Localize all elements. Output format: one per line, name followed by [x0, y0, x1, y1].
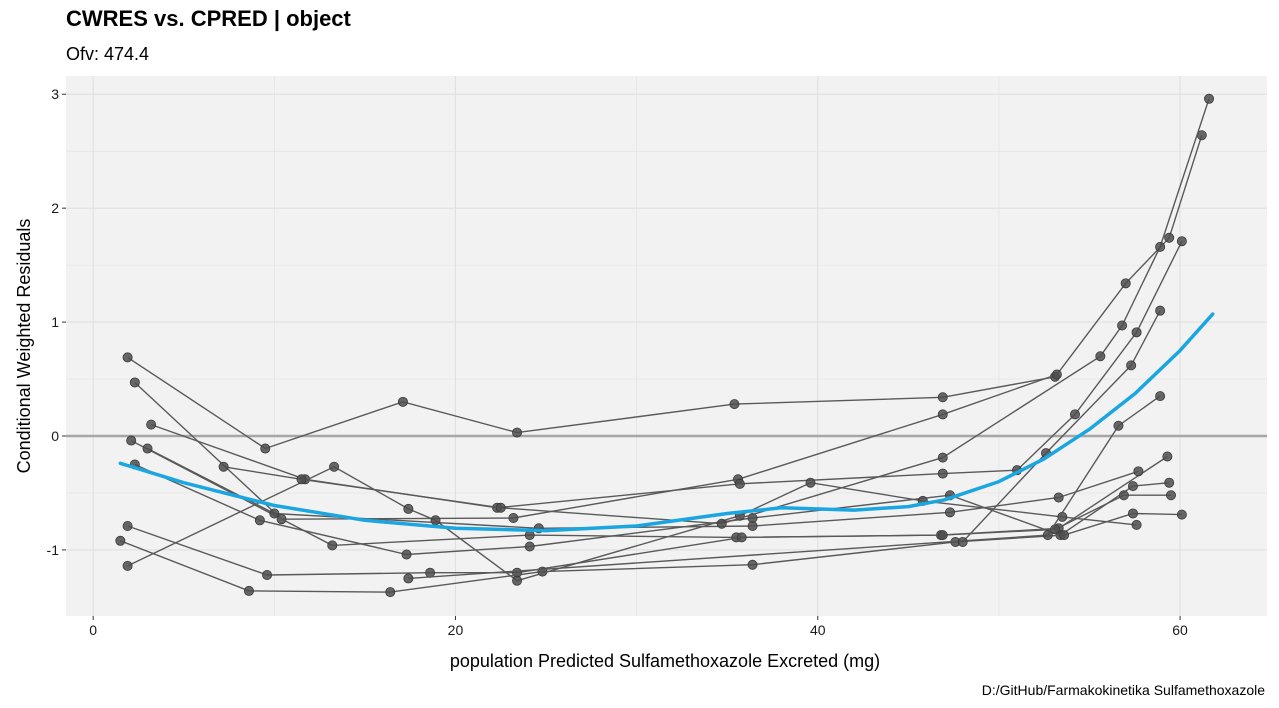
data-point: [937, 392, 948, 403]
data-point: [1162, 451, 1173, 462]
data-point: [243, 585, 254, 596]
data-point: [1155, 305, 1166, 316]
data-point: [1053, 492, 1064, 503]
data-point: [1164, 477, 1175, 488]
data-point: [1120, 278, 1131, 289]
data-point: [1165, 490, 1176, 501]
data-point: [425, 567, 436, 578]
y-axis-title: Conditional Weighted Residuals: [14, 219, 34, 474]
data-point: [937, 468, 948, 479]
y-tick-label: 1: [51, 314, 59, 330]
data-point: [747, 559, 758, 570]
data-point: [129, 377, 140, 388]
series-group: [115, 508, 1187, 598]
series-line: [127, 466, 1137, 582]
y-tick-label: 0: [51, 428, 59, 444]
series-group: [218, 93, 1215, 529]
data-point: [729, 399, 740, 410]
series-group: [122, 490, 1176, 580]
data-point: [1131, 327, 1142, 338]
axis-layer: 0 20 40 60 -1 0 1 2 3: [47, 86, 1189, 638]
data-point: [1131, 519, 1142, 530]
data-point: [944, 507, 955, 518]
data-point: [512, 427, 523, 438]
x-tick-label: 0: [89, 622, 97, 638]
data-point: [1126, 360, 1137, 371]
data-point: [1176, 236, 1187, 247]
smooth-layer: [118, 312, 1215, 533]
data-point: [957, 536, 968, 547]
series-group: [957, 305, 1166, 547]
data-point: [262, 569, 273, 580]
x-tick-label: 20: [448, 622, 464, 638]
data-point: [430, 515, 441, 526]
data-point: [385, 587, 396, 598]
data-point: [142, 443, 153, 454]
data-point: [508, 513, 519, 524]
data-point: [401, 549, 412, 560]
data-point: [937, 530, 948, 541]
data-point: [1176, 509, 1187, 520]
chart-subtitle: Ofv: 474.4: [66, 44, 150, 64]
series-line: [962, 310, 1161, 543]
chart-caption: D:/GitHub/Farmakokinetika Sulfamethoxazo…: [981, 682, 1265, 698]
data-point: [260, 443, 271, 454]
data-point: [1069, 409, 1080, 420]
data-point: [329, 461, 340, 472]
series-line: [408, 395, 1161, 580]
x-tick-label: 40: [810, 622, 826, 638]
data-point: [805, 477, 816, 488]
data-point: [269, 508, 280, 519]
data-point: [115, 535, 126, 546]
data-point: [1118, 490, 1129, 501]
data-point: [1113, 420, 1124, 431]
y-tick-label: -1: [47, 542, 60, 558]
data-point: [146, 419, 157, 430]
y-tick-label: 3: [51, 86, 59, 102]
plot-panel: [66, 76, 1267, 616]
data-point: [296, 474, 307, 485]
data-point: [397, 396, 408, 407]
series-layer: [115, 93, 1215, 598]
data-point: [1051, 369, 1062, 380]
data-point: [327, 540, 338, 551]
data-point: [1204, 93, 1215, 104]
data-point: [716, 518, 727, 529]
data-point: [122, 352, 133, 363]
data-point: [126, 435, 137, 446]
smooth-trend-line: [118, 312, 1215, 533]
data-point: [122, 521, 133, 532]
data-point: [403, 573, 414, 584]
data-point: [937, 452, 948, 463]
data-point: [1155, 241, 1166, 252]
data-point: [1155, 391, 1166, 402]
data-point: [1042, 530, 1053, 541]
data-point: [1164, 232, 1175, 243]
data-point: [736, 532, 747, 543]
data-point: [1117, 320, 1128, 331]
data-point: [495, 502, 506, 513]
data-point: [218, 461, 229, 472]
data-point: [1127, 508, 1138, 519]
data-point: [512, 575, 523, 586]
x-tick-label: 60: [1172, 622, 1188, 638]
data-point: [937, 409, 948, 420]
data-point: [122, 560, 133, 571]
data-point: [1059, 530, 1070, 541]
x-axis-title: population Predicted Sulfamethoxazole Ex…: [450, 651, 880, 671]
data-point: [524, 541, 535, 552]
data-point: [403, 503, 414, 514]
series-group: [403, 391, 1166, 584]
data-point: [1133, 466, 1144, 477]
series-group: [142, 443, 1144, 534]
data-point: [254, 515, 265, 526]
data-point: [1127, 481, 1138, 492]
data-point: [1095, 351, 1106, 362]
chart-title: CWRES vs. CPRED | object: [66, 6, 351, 31]
data-point: [734, 478, 745, 489]
y-tick-label: 2: [51, 200, 59, 216]
